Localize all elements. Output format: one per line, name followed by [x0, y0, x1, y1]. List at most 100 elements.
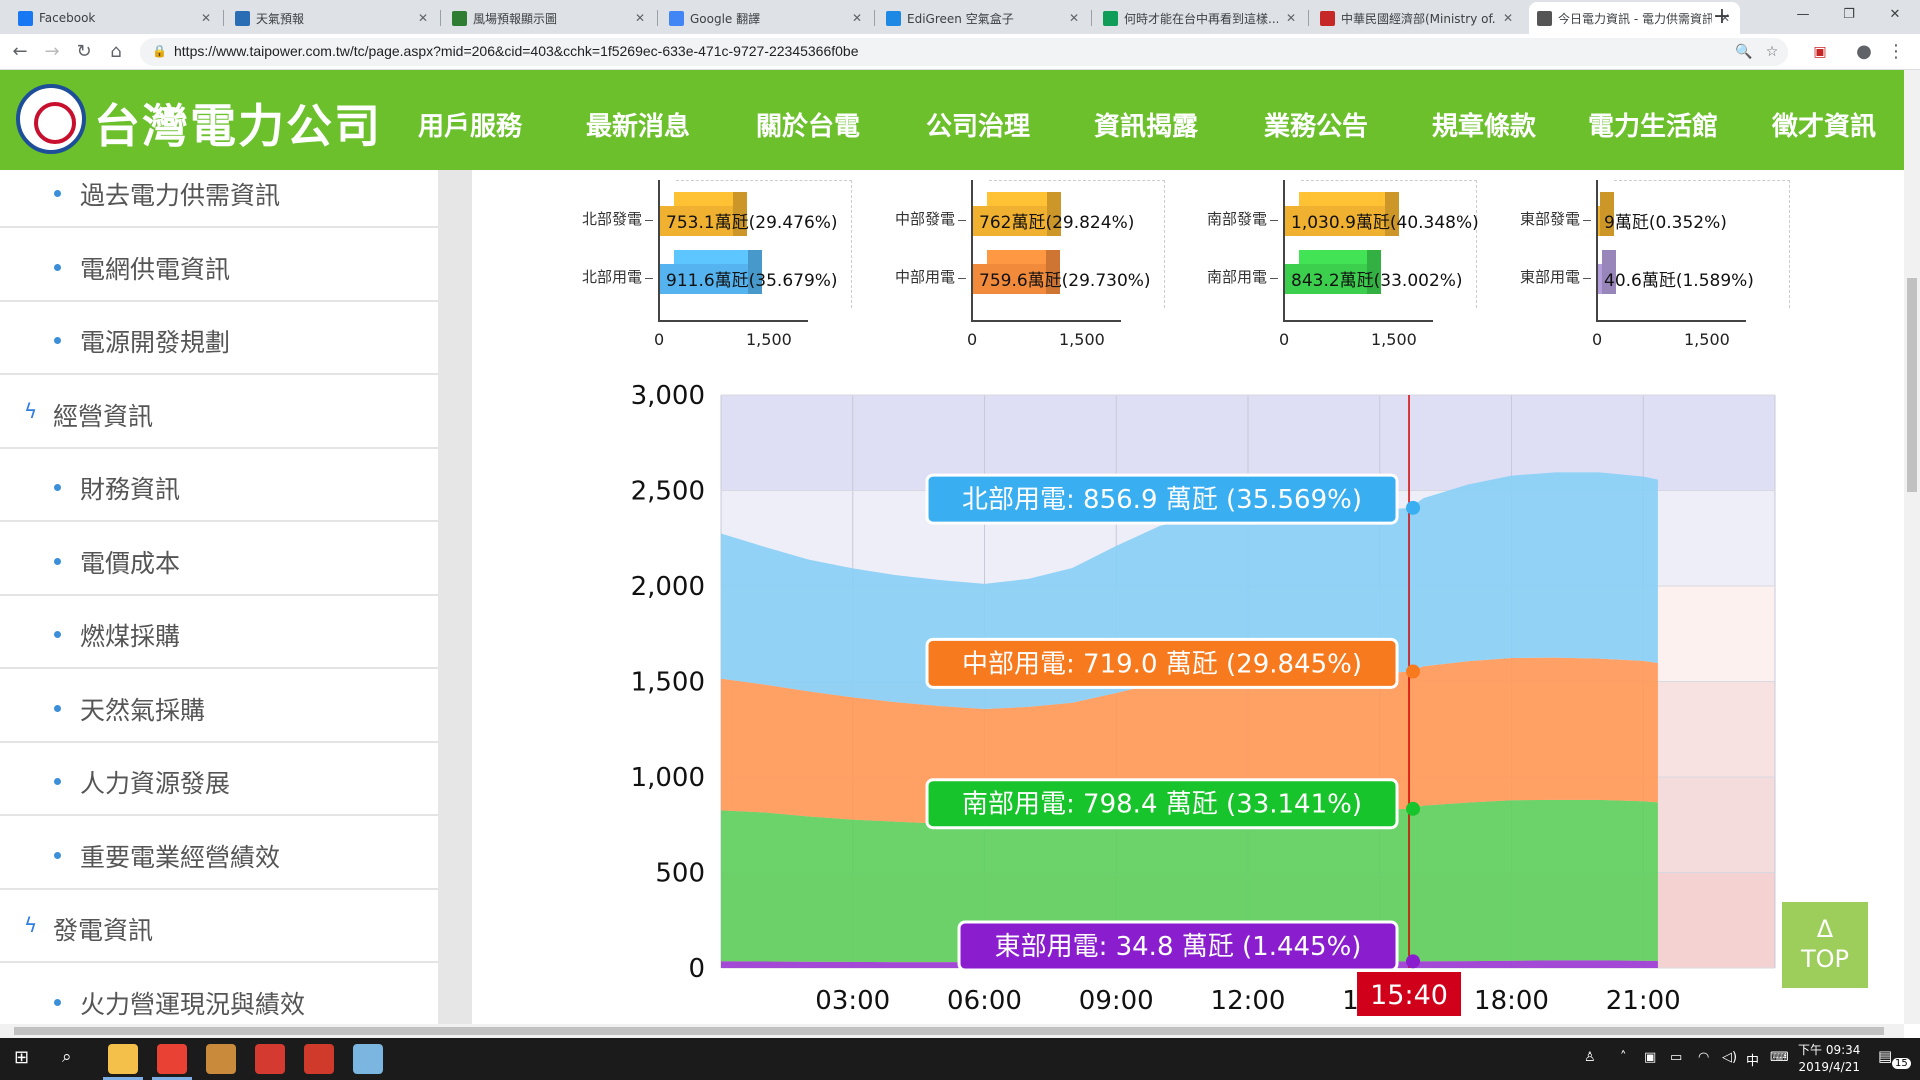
back-icon[interactable]: ←	[12, 41, 28, 62]
y-tick-label: 1,000	[631, 763, 705, 793]
sidebar-item[interactable]: 重要電業經營績效	[0, 818, 438, 890]
sidebar-item[interactable]: 人力資源發展	[0, 744, 438, 816]
bar-value-label: 759.6萬瓩(29.730%)	[979, 271, 1151, 291]
nav-item[interactable]: 用戶服務	[418, 112, 523, 142]
reload-icon[interactable]: ↻	[76, 41, 92, 62]
sidebar-section[interactable]: ϟ 經營資訊	[0, 377, 438, 449]
sidebar-item[interactable]: 電源開發規劃	[0, 303, 438, 375]
nav-item[interactable]: 最新消息	[586, 112, 691, 142]
company-name[interactable]: 台灣電力公司	[94, 99, 382, 153]
notification-icon[interactable]: ▤	[1878, 1047, 1893, 1065]
browser-tab[interactable]: 今日電力資訊 - 電力供需資訊 ✕	[1529, 2, 1740, 34]
axis-tick	[645, 220, 653, 221]
taskbar-app-icon[interactable]	[157, 1044, 187, 1074]
home-icon[interactable]: ⌂	[110, 41, 122, 62]
data-bar[interactable]	[1285, 250, 1381, 294]
bookmark-star-icon[interactable]: ☆	[1765, 44, 1779, 60]
zoom-icon[interactable]: 🔍	[1735, 44, 1753, 60]
tab-close-icon[interactable]: ✕	[417, 11, 429, 25]
restore-icon[interactable]: ❐	[1843, 7, 1855, 22]
security-icon[interactable]: ▣	[1644, 1050, 1657, 1065]
browser-tab[interactable]: 天氣預報 ✕	[227, 2, 438, 34]
search-icon[interactable]: ⌕	[62, 1047, 72, 1067]
data-bar[interactable]	[660, 250, 763, 294]
browser-tab[interactable]: Facebook ✕	[10, 2, 221, 34]
browser-tab[interactable]: 風場預報顯示圖 ✕	[444, 2, 655, 34]
chevron-up-icon[interactable]: ˄	[1620, 1050, 1627, 1065]
regional-load-chart[interactable]: 0 500 1,000 1,500 2,000 2,500 3,000 03:00 06:00 0…	[472, 350, 1904, 1024]
system-clock[interactable]: 下午 09:34 2019/4/21	[1798, 1042, 1860, 1076]
tab-close-icon[interactable]: ✕	[1719, 11, 1731, 25]
nav-item[interactable]: 業務公告	[1264, 112, 1369, 142]
bar-side	[1601, 250, 1616, 294]
taipower-logo[interactable]	[16, 84, 86, 154]
address-bar[interactable]: 🔒 https://www.taipower.com.tw/tc/page.as…	[140, 38, 1788, 66]
windows-taskbar: ⊞ ⌕ ♙ ˄ ▣ ▭ ◠ ◁) 中 ⌨ 下午 09:34 2019/4/21 …	[0, 1038, 1920, 1080]
profile-icon[interactable]: ●	[1856, 41, 1872, 62]
windows-start-icon[interactable]: ⊞	[14, 1047, 30, 1068]
battery-icon[interactable]: ▭	[1670, 1050, 1683, 1065]
bar-front	[660, 264, 749, 294]
ime-indicator[interactable]: 中	[1746, 1054, 1760, 1069]
tab-close-icon[interactable]: ✕	[1502, 11, 1514, 25]
menu-icon[interactable]: ⋮	[1887, 41, 1905, 62]
close-window-icon[interactable]: ✕	[1889, 7, 1901, 22]
data-bar[interactable]	[973, 250, 1061, 294]
taskbar-app-icon[interactable]	[304, 1044, 334, 1074]
browser-tab[interactable]: 何時才能在台中再看到這樣... ✕	[1095, 2, 1306, 34]
people-icon[interactable]: ♙	[1584, 1050, 1596, 1065]
nav-item[interactable]: 公司治理	[926, 112, 1031, 142]
tab-close-icon[interactable]: ✕	[1285, 11, 1297, 25]
data-bar[interactable]	[660, 192, 747, 236]
sidebar-item[interactable]: 天然氣採購	[0, 671, 438, 743]
nav-item[interactable]: 電力生活館	[1588, 112, 1719, 142]
minimize-icon[interactable]: —	[1796, 7, 1810, 22]
bar-top	[674, 192, 747, 206]
taskbar-app-icon[interactable]	[255, 1044, 285, 1074]
sidebar-item[interactable]: 過去電力供需資訊	[0, 170, 438, 228]
data-bar[interactable]	[1285, 192, 1399, 236]
sidebar-item[interactable]: 火力營運現況與績效	[0, 965, 438, 1025]
taskbar-app-icon[interactable]	[108, 1044, 138, 1074]
extension-icon[interactable]: ▣	[1813, 44, 1827, 60]
bar-side	[1384, 192, 1399, 236]
horizontal-scrollbar[interactable]	[0, 1024, 1904, 1038]
sidebar-item[interactable]: 電網供電資訊	[0, 230, 438, 302]
browser-tab[interactable]: Google 翻譯 ✕	[661, 2, 872, 34]
sidebar-item[interactable]: 燃煤採購	[0, 597, 438, 669]
tab-close-icon[interactable]: ✕	[1068, 11, 1080, 25]
tab-favicon-icon	[1320, 10, 1335, 26]
taskbar-app-icon[interactable]	[353, 1044, 383, 1074]
tab-close-icon[interactable]: ✕	[634, 11, 646, 25]
nav-item[interactable]: 資訊揭露	[1094, 112, 1199, 142]
wifi-icon[interactable]: ◠	[1698, 1050, 1710, 1065]
back-to-top-button[interactable]: Δ TOP	[1782, 902, 1868, 988]
tab-close-icon[interactable]: ✕	[200, 11, 212, 25]
horizontal-scroll-thumb[interactable]	[14, 1027, 1884, 1035]
data-bar[interactable]	[1598, 192, 1614, 236]
sidebar-item-label: 火力營運現況與績效	[80, 989, 306, 1019]
nav-item[interactable]: 關於台電	[756, 112, 861, 142]
sidebar-item[interactable]: 財務資訊	[0, 450, 438, 522]
lock-icon: 🔒	[152, 44, 167, 58]
sidebar-item[interactable]: 電價成本	[0, 524, 438, 596]
vertical-scroll-thumb[interactable]	[1907, 278, 1917, 492]
vertical-scrollbar[interactable]	[1904, 70, 1920, 1024]
series-area-1[interactable]	[721, 799, 1658, 963]
new-tab-button[interactable]: +	[1712, 4, 1732, 29]
volume-icon[interactable]: ◁)	[1722, 1050, 1738, 1065]
sidebar-section[interactable]: ϟ 發電資訊	[0, 891, 438, 963]
tab-favicon-icon	[1103, 10, 1118, 26]
keyboard-icon[interactable]: ⌨	[1770, 1050, 1789, 1065]
nav-item[interactable]: 規章條款	[1432, 112, 1537, 142]
taskbar-app-icon[interactable]	[206, 1044, 236, 1074]
browser-tab[interactable]: EdiGreen 空氣盒子 ✕	[878, 2, 1089, 34]
url-text[interactable]: https://www.taipower.com.tw/tc/page.aspx…	[174, 43, 859, 59]
browser-tab[interactable]: 中華民國經濟部(Ministry of... ✕	[1312, 2, 1523, 34]
data-bar[interactable]	[973, 192, 1061, 236]
data-bar[interactable]	[1598, 250, 1616, 294]
axis-tick	[958, 278, 966, 279]
forward-icon[interactable]: →	[44, 41, 60, 62]
nav-item[interactable]: 徵才資訊	[1772, 112, 1877, 142]
tab-close-icon[interactable]: ✕	[851, 11, 863, 25]
